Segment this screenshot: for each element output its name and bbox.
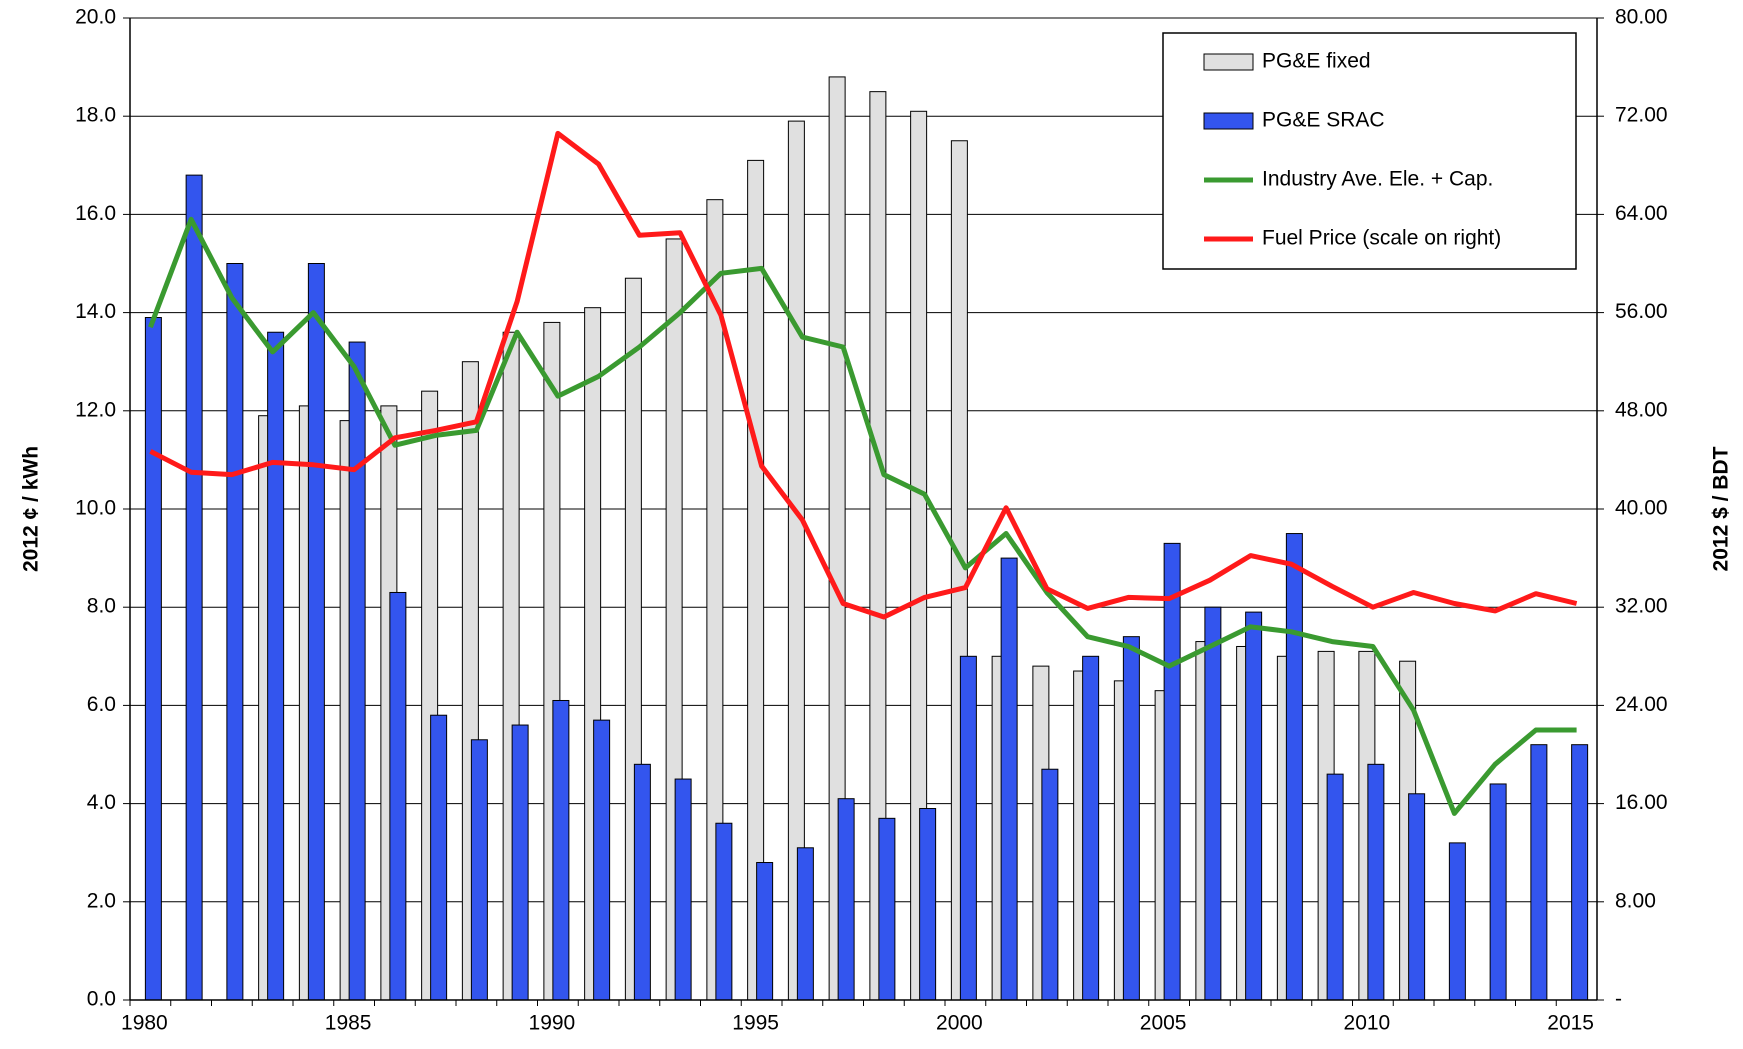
y-tick-label: 18.0 — [75, 104, 116, 127]
x-tick-label: 2010 — [1344, 1012, 1391, 1035]
bar — [430, 714, 448, 1001]
y-tick-label: 6.0 — [87, 693, 116, 716]
legend-swatch — [1203, 112, 1254, 130]
bar — [756, 862, 774, 1001]
y2-tick-label: 32.00 — [1615, 595, 1668, 618]
y2-tick-label: 56.00 — [1615, 300, 1668, 323]
y2-tick-label: 48.00 — [1615, 398, 1668, 421]
bar — [633, 763, 651, 1001]
y-axis-title: 2012 ¢ / kWh — [20, 446, 43, 572]
bar — [1245, 611, 1263, 1001]
bar — [185, 174, 203, 1001]
line — [149, 130, 1578, 620]
bar — [470, 739, 488, 1001]
legend-label: Industry Ave. Ele. + Cap. — [1262, 168, 1493, 191]
bar — [593, 719, 611, 1001]
y-tick-label: 12.0 — [75, 398, 116, 421]
bar — [1000, 557, 1018, 1001]
bar — [837, 798, 855, 1001]
bar — [919, 808, 937, 1001]
x-tick-label: 1995 — [732, 1012, 779, 1035]
bar — [1448, 842, 1466, 1001]
bar — [267, 331, 285, 1001]
bar — [552, 699, 570, 1001]
bar — [878, 817, 896, 1001]
x-tick-label: 1985 — [325, 1012, 372, 1035]
legend-swatch — [1203, 53, 1254, 71]
y-tick-label: 14.0 — [75, 300, 116, 323]
bar — [1041, 768, 1059, 1001]
bar — [1571, 744, 1589, 1001]
bar — [1408, 793, 1426, 1001]
y2-tick-label: 40.00 — [1615, 497, 1668, 520]
bar — [1204, 606, 1222, 1001]
bar — [1122, 636, 1140, 1001]
x-tick-label: 2015 — [1547, 1012, 1594, 1035]
y-tick-label: 8.0 — [87, 595, 116, 618]
y-tick-label: 0.0 — [87, 988, 116, 1011]
y-tick-label: 10.0 — [75, 497, 116, 520]
y2-tick-label: 16.00 — [1615, 791, 1668, 814]
bar — [226, 263, 244, 1001]
x-tick-label: 1980 — [121, 1012, 168, 1035]
bar — [389, 591, 407, 1001]
bar — [715, 822, 733, 1001]
x-tick-label: 2000 — [936, 1012, 983, 1035]
legend-label: PG&E SRAC — [1262, 109, 1385, 132]
line — [148, 216, 1577, 816]
bar — [1082, 655, 1100, 1001]
bar — [1530, 744, 1548, 1001]
legend-label: Fuel Price (scale on right) — [1262, 227, 1501, 250]
bar — [348, 341, 366, 1001]
bar — [1489, 783, 1507, 1001]
y-tick-label: 16.0 — [75, 202, 116, 225]
y2-tick-label: 80.00 — [1615, 6, 1668, 29]
y2-tick-label: 72.00 — [1615, 104, 1668, 127]
bar — [1285, 533, 1303, 1001]
y-tick-label: 20.0 — [75, 6, 116, 29]
y-tick-label: 4.0 — [87, 791, 116, 814]
bar — [959, 655, 977, 1001]
y2-tick-label: 8.00 — [1615, 889, 1656, 912]
bar — [144, 317, 162, 1001]
y2-axis-title: 2012 $ / BDT — [1710, 446, 1733, 571]
bar — [511, 724, 529, 1001]
bar — [674, 778, 692, 1001]
y2-tick-label: 24.00 — [1615, 693, 1668, 716]
y-tick-label: 2.0 — [87, 889, 116, 912]
legend-label: PG&E fixed — [1262, 50, 1371, 73]
legend-box — [1162, 32, 1577, 270]
bar — [1367, 763, 1385, 1001]
x-tick-label: 1990 — [529, 1012, 576, 1035]
bar — [1163, 542, 1181, 1001]
bar — [796, 847, 814, 1001]
y2-tick-label: - — [1615, 988, 1622, 1011]
x-tick-label: 2005 — [1140, 1012, 1187, 1035]
bar — [1326, 773, 1344, 1001]
y2-tick-label: 64.00 — [1615, 202, 1668, 225]
bar — [307, 263, 325, 1001]
